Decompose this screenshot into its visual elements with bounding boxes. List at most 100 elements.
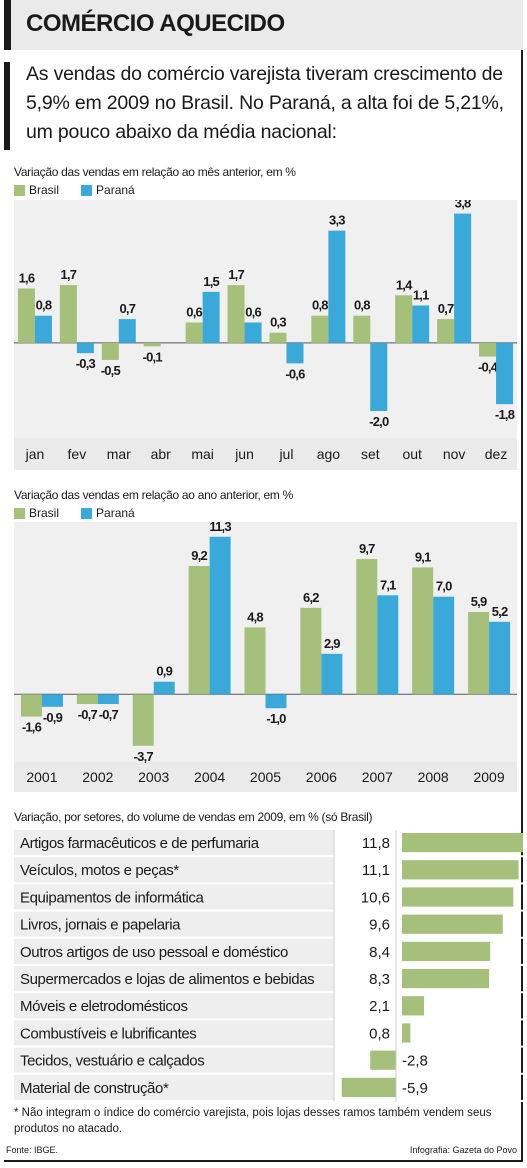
page-title: COMÉRCIO AQUECIDO (26, 10, 285, 37)
bar-brasil-2003 (132, 694, 154, 746)
sector-value: 8,3 (369, 971, 390, 988)
bar-brasil-out (395, 295, 413, 343)
sector-value: -5,9 (402, 1080, 428, 1097)
footnote: * Não integram o índice do comércio vare… (14, 1107, 492, 1135)
bar-parana-out (412, 305, 430, 343)
sector-variation-chart: Artigos farmacêuticos e de perfumaria 11,… (14, 830, 523, 1102)
value-label-parana-dez: -1,8 (495, 407, 515, 422)
chart1-subtitle: Variação das vendas em relação ao mês an… (14, 165, 296, 179)
sector-label: Combustíveis e lubrificantes (20, 1025, 196, 1042)
value-label-brasil-2002: -0,7 (78, 707, 98, 722)
bar-brasil-mar (101, 342, 119, 360)
value-label-parana-fev: -0,3 (76, 356, 96, 371)
value-label-parana-jun: 0,6 (245, 305, 261, 320)
value-label-brasil-2004: 9,2 (191, 548, 207, 563)
value-label-brasil-nov: 0,7 (438, 301, 454, 316)
value-label-brasil-2008: 9,1 (415, 549, 431, 564)
x-tick-2005: 2005 (250, 769, 281, 785)
x-tick-jan: jan (25, 446, 45, 462)
value-label-brasil-2001: -1,6 (22, 720, 42, 735)
x-tick-2004: 2004 (194, 769, 225, 785)
bar-parana-nov (454, 213, 472, 343)
value-label-parana-mai: 1,5 (203, 274, 219, 289)
bar-brasil-abr (143, 342, 161, 347)
value-label-parana-2006: 2,9 (324, 636, 340, 651)
bar-brasil-mai (185, 322, 203, 343)
x-tick-dez: dez (485, 446, 508, 462)
plot-background (14, 200, 517, 438)
bar-parana-2007 (377, 595, 399, 695)
sector-bar (402, 833, 523, 853)
value-label-parana-jul: -0,6 (285, 366, 305, 381)
bar-parana-2002 (97, 694, 119, 705)
value-label-brasil-jun: 1,7 (228, 267, 244, 282)
sector-row-background (14, 1020, 334, 1046)
annual-variation-chart: -1,6-0,9 2001 -0,7 -0,7 2002 -3,7 0,9 2003 9,2 11… (14, 522, 517, 792)
sector-value: 8,4 (369, 944, 390, 961)
value-label-brasil-mai: 0,6 (186, 305, 202, 320)
x-tick-mai: mai (191, 446, 214, 462)
bar-brasil-nov (437, 319, 455, 343)
x-tick-jul: jul (278, 446, 293, 462)
bar-parana-fev (76, 342, 94, 354)
value-label-brasil-set: 0,8 (354, 298, 370, 313)
sector-value: 2,1 (369, 998, 390, 1015)
value-label-brasil-2005: 4,8 (247, 609, 263, 624)
value-label-parana-jan: 0,8 (36, 298, 52, 313)
chart3-subtitle: Variação, por setores, do volume de vend… (14, 810, 373, 824)
x-tick-2002: 2002 (82, 769, 113, 785)
sector-row-background (14, 1074, 334, 1100)
value-label-brasil-ago: 0,8 (312, 298, 328, 313)
bar-parana-2006 (321, 653, 343, 695)
legend-label-brasil: Brasil (29, 506, 60, 520)
legend-label-parana: Paraná (96, 506, 135, 520)
value-label-parana-2005: -1,0 (266, 711, 286, 726)
legend-label-parana: Paraná (96, 183, 135, 197)
bar-brasil-2001 (20, 694, 42, 717)
value-label-brasil-dez: -0,4 (478, 360, 499, 375)
chart2-legend: Brasil Paraná (14, 506, 157, 520)
sector-bar (402, 996, 425, 1016)
sector-bar (370, 1050, 396, 1070)
sector-label: Livros, jornais e papelaria (20, 917, 181, 934)
x-tick-mar: mar (107, 446, 131, 462)
value-label-parana-2004: 11,3 (209, 522, 231, 534)
sector-bar (402, 914, 503, 934)
sector-label: Equipamentos de informática (20, 889, 205, 906)
bar-parana-jul (286, 342, 304, 364)
value-label-parana-nov: 3,8 (455, 200, 471, 211)
bar-brasil-jan (17, 288, 35, 343)
sector-row-background (14, 857, 334, 883)
sector-row-background (14, 993, 334, 1019)
bar-brasil-2007 (356, 559, 378, 695)
bar-parana-jun (244, 322, 262, 343)
value-label-brasil-fev: 1,7 (61, 267, 77, 282)
bar-brasil-fev (59, 285, 77, 343)
legend-swatch-parana (81, 507, 93, 519)
value-label-parana-2007: 7,1 (380, 577, 396, 592)
bar-brasil-jul (269, 332, 287, 343)
chart2-subtitle: Variação das vendas em relação ao ano an… (14, 488, 294, 502)
value-label-parana-ago: 3,3 (329, 213, 345, 228)
sector-bar (402, 969, 490, 989)
bar-brasil-jun (227, 285, 245, 343)
value-label-brasil-jul: 0,3 (270, 315, 286, 330)
bar-brasil-2005 (244, 627, 266, 695)
bar-brasil-2008 (412, 567, 434, 695)
legend-swatch-brasil (14, 184, 25, 196)
sector-value: 11,8 (362, 835, 390, 852)
monthly-variation-chart: 1,60,8jan1,7-0,3fev-0,50,7mar-0,1abr0,61… (14, 200, 517, 470)
sector-row-background (14, 938, 334, 964)
x-axis-band (14, 438, 517, 470)
value-label-parana-set: -2,0 (369, 414, 389, 429)
legend-label-brasil: Brasil (29, 183, 60, 197)
sector-bar (402, 860, 519, 880)
sector-value: -2,8 (402, 1053, 428, 1070)
bar-brasil-2004 (188, 566, 210, 695)
sector-label: Artigos farmacêuticos e de perfumaria (20, 835, 260, 852)
sector-label: Supermercados e lojas de alimentos e beb… (20, 971, 314, 988)
bar-brasil-set (353, 315, 371, 343)
bar-parana-2001 (41, 694, 63, 707)
bar-parana-jan (34, 315, 52, 343)
sector-row-background (14, 966, 334, 992)
